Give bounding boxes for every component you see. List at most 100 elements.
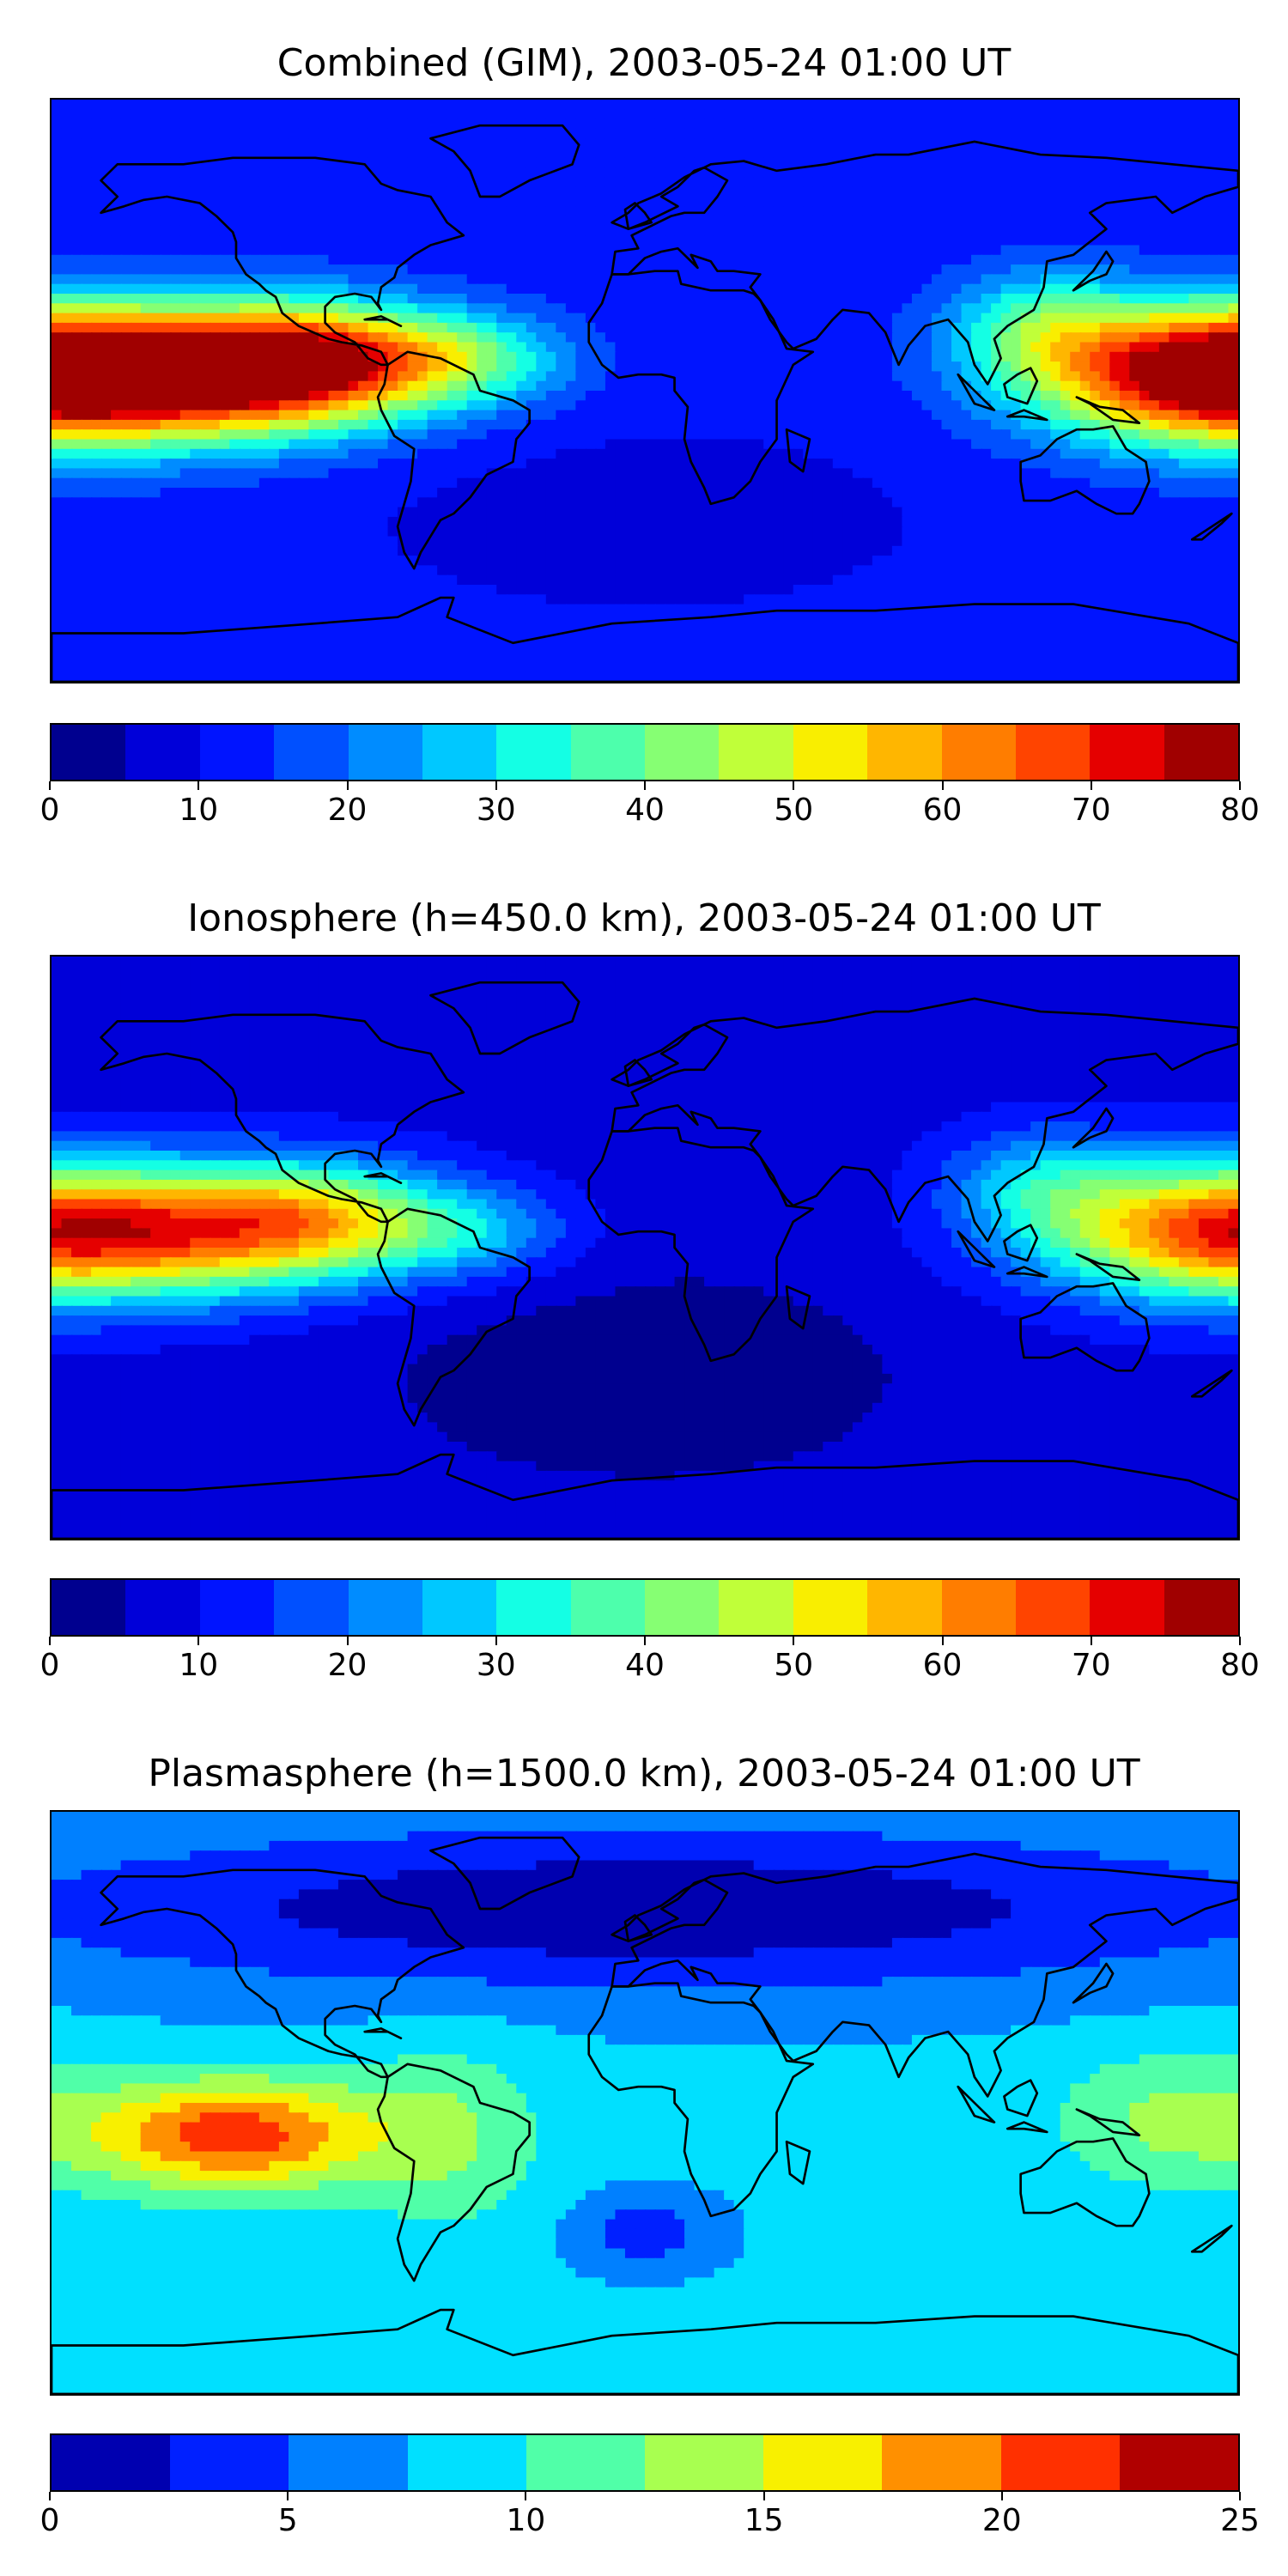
contour-cell (398, 303, 410, 315)
contour-cell (941, 419, 953, 431)
contour-cell (120, 351, 132, 363)
contour-cell (516, 225, 528, 237)
contour-cell (902, 488, 914, 499)
contour-cell (437, 419, 449, 431)
contour-cell (714, 148, 726, 160)
contour-cell (179, 459, 191, 470)
contour-cell (199, 167, 211, 179)
contour-cell (378, 118, 390, 131)
contour-cell (991, 128, 1003, 140)
contour-cell (585, 118, 597, 131)
contour-cell (654, 332, 666, 344)
contour-cell (733, 380, 745, 392)
contour-cell (1060, 342, 1072, 354)
contour-cell (862, 351, 874, 363)
contour-cell (615, 128, 627, 140)
contour-cell (378, 477, 390, 489)
contour-cell (832, 177, 844, 189)
contour-cell (842, 322, 854, 334)
contour-cell (131, 410, 143, 422)
contour-cell (210, 313, 222, 325)
contour-cell (427, 361, 439, 373)
contour-cell (635, 429, 647, 441)
contour-cell (1208, 264, 1220, 276)
contour-cell (81, 488, 93, 499)
contour-cell (466, 148, 478, 160)
contour-cell (753, 283, 765, 295)
contour-cell (1011, 264, 1023, 276)
contour-cell (1218, 100, 1230, 111)
contour-cell (100, 488, 112, 499)
contour-cell (447, 216, 459, 228)
contour-cell (1158, 225, 1170, 237)
contour-cell (823, 225, 835, 237)
contour-cell (258, 294, 270, 305)
contour-cell (951, 177, 963, 189)
contour-cell (674, 235, 686, 247)
contour-cell (674, 371, 686, 383)
contour-cell (258, 400, 270, 412)
contour-cell (387, 439, 399, 451)
contour-cell (981, 332, 993, 344)
contour-cell (358, 361, 370, 373)
contour-cell (81, 361, 93, 373)
contour-cell (81, 439, 93, 451)
contour-cell (605, 109, 617, 121)
contour-cell (1070, 254, 1082, 266)
contour-cell (803, 109, 815, 121)
contour-cell (298, 235, 310, 247)
contour-cell (981, 361, 993, 373)
contour-cell (52, 283, 64, 295)
contour-cell (1149, 186, 1161, 198)
contour-cell (199, 254, 211, 266)
contour-cell (1119, 128, 1131, 140)
contour-cell (556, 391, 568, 402)
contour-cell (427, 100, 439, 111)
contour-cell (387, 294, 399, 305)
contour-cell (219, 283, 231, 295)
contour-cell (100, 303, 112, 315)
contour-cell (1178, 488, 1190, 499)
contour-cell (684, 100, 696, 111)
contour-cell (516, 264, 528, 276)
contour-cell (931, 468, 944, 480)
contour-cell (961, 303, 973, 315)
contour-cell (921, 138, 933, 150)
contour-cell (427, 322, 439, 334)
contour-cell (565, 439, 577, 451)
contour-cell (575, 391, 587, 402)
contour-cell (832, 118, 844, 131)
contour-cell (1169, 342, 1181, 354)
contour-cell (961, 177, 973, 189)
contour-cell (981, 322, 993, 334)
contour-cell (120, 225, 132, 237)
contour-cell (951, 167, 963, 179)
contour-cell (407, 157, 419, 169)
contour-cell (1228, 380, 1238, 392)
contour-cell (1070, 138, 1082, 150)
contour-cell (1060, 448, 1072, 460)
contour-cell (891, 477, 903, 489)
contour-cell (1050, 380, 1062, 392)
contour-cell (565, 118, 577, 131)
contour-cell (674, 448, 686, 460)
contour-cell (635, 186, 647, 198)
contour-cell (585, 410, 597, 422)
contour-cell (971, 283, 983, 295)
contour-cell (506, 322, 518, 334)
contour-cell (61, 235, 73, 247)
contour-cell (1099, 459, 1111, 470)
contour-cell (852, 361, 864, 373)
contour-cell (1149, 177, 1161, 189)
contour-cell (615, 167, 627, 179)
contour-cell (991, 313, 1003, 325)
contour-cell (545, 332, 557, 344)
contour-cell (971, 391, 983, 402)
contour-cell (328, 100, 340, 111)
contour-cell (724, 410, 736, 422)
contour-cell (398, 197, 410, 208)
contour-cell (160, 167, 172, 179)
contour-cell (872, 235, 884, 247)
contour-cell (882, 177, 894, 189)
contour-cell (506, 419, 518, 431)
